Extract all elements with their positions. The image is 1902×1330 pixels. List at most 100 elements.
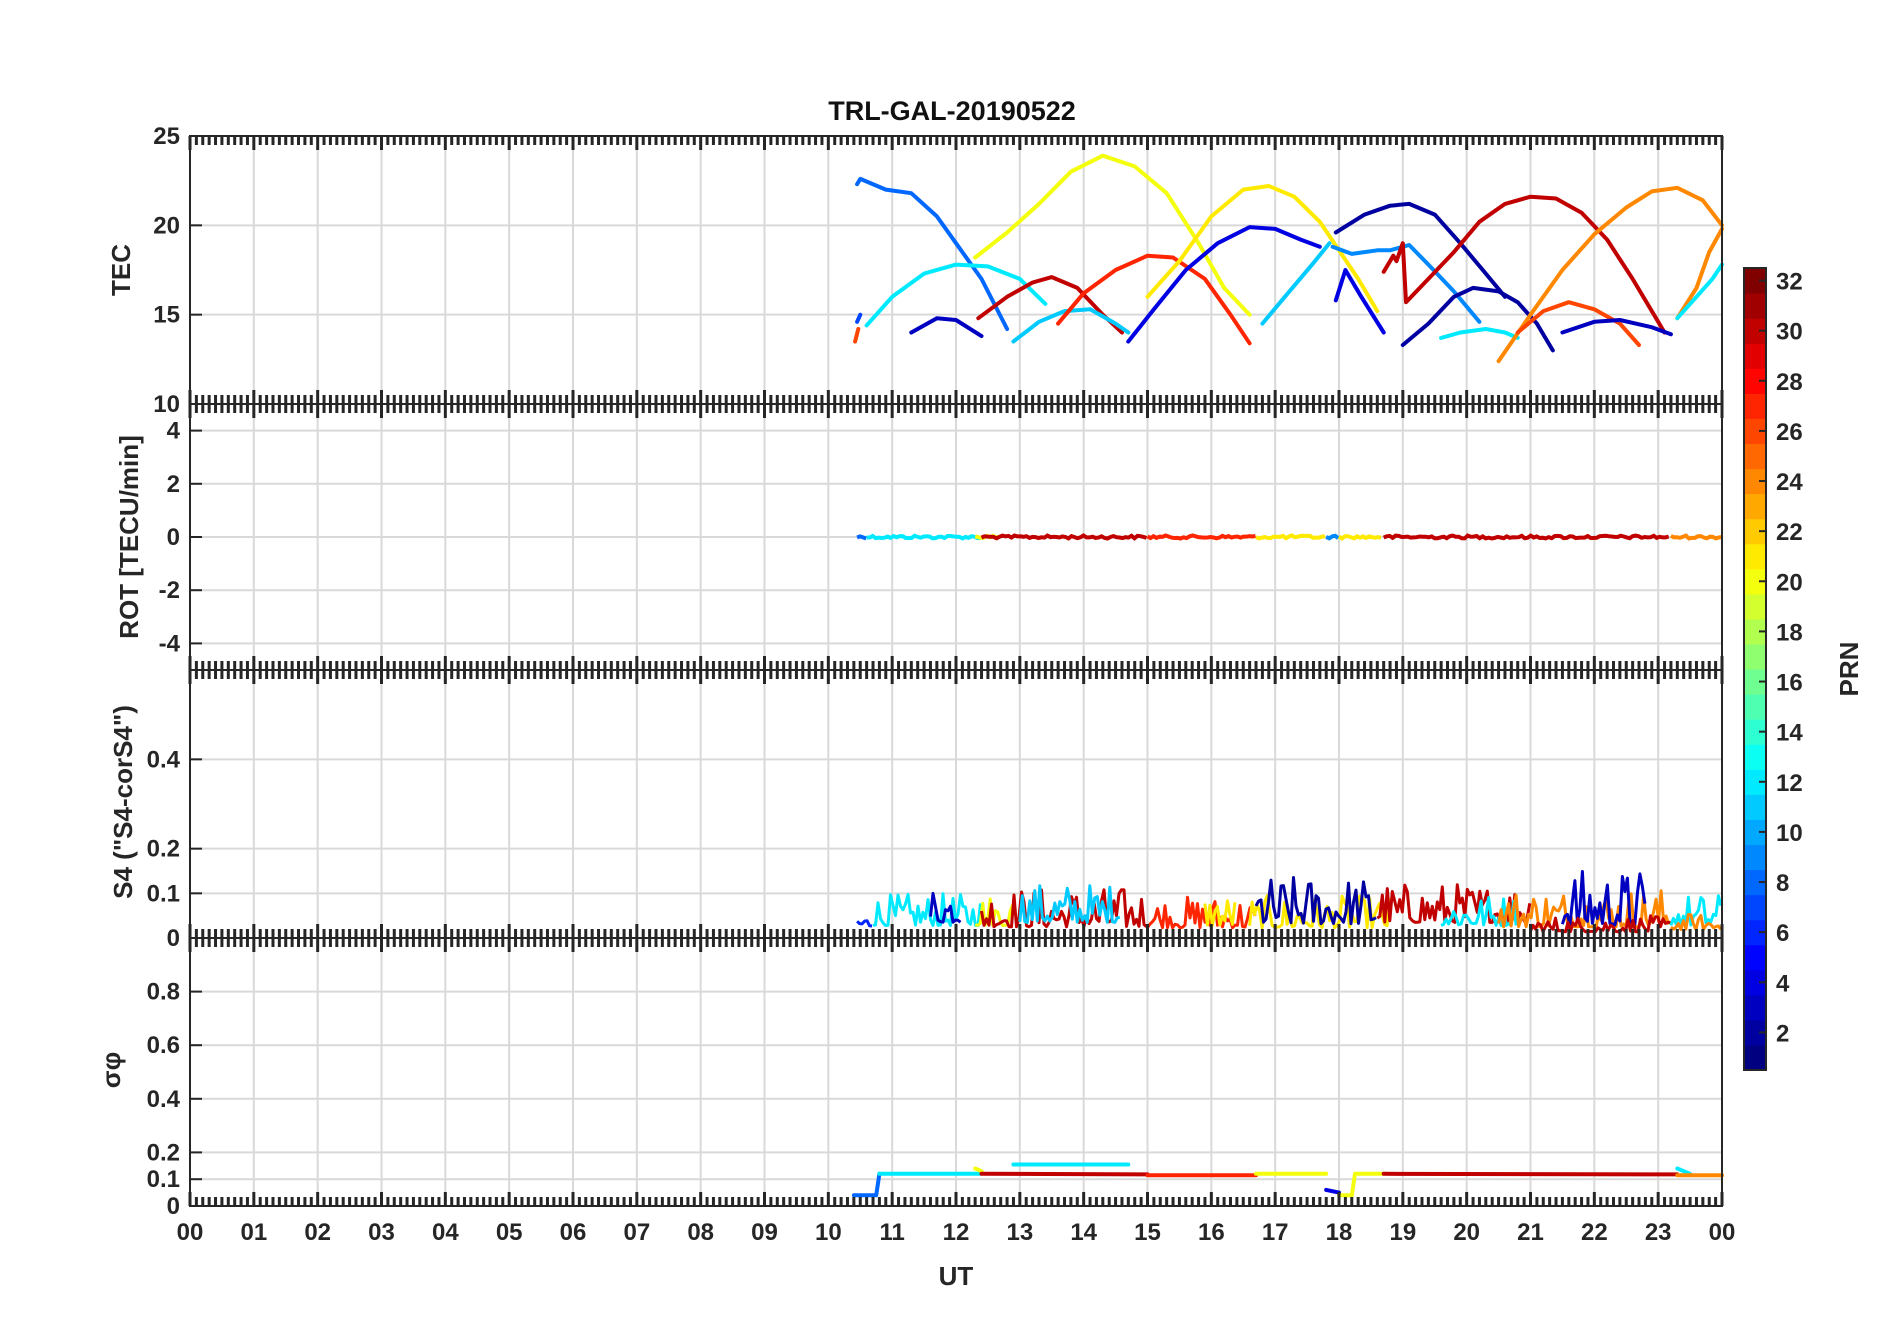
y-tick-label: 0.4 (147, 746, 181, 773)
x-tick-label: 16 (1198, 1219, 1225, 1246)
colorbar-tick-label: 4 (1776, 970, 1790, 997)
colorbar-swatch (1744, 1044, 1766, 1071)
y-tick-label: 0.6 (147, 1032, 180, 1059)
frame-tec (188, 135, 1724, 405)
x-tick-label: 11 (879, 1219, 904, 1246)
y-tick-label: 20 (153, 212, 180, 239)
colorbar-swatch (1744, 643, 1766, 670)
series-prn-2 (1333, 201, 1507, 299)
colorbar-tick-label: 14 (1776, 720, 1803, 747)
xlabel: UT (939, 1261, 974, 1291)
x-tick-label: 14 (1070, 1219, 1097, 1246)
y-tick-label: 0.8 (147, 979, 180, 1006)
rot-prn-24 (1670, 533, 1723, 541)
series-prn-30 (1381, 1171, 1680, 1177)
y-tick-label: 0.1 (147, 880, 180, 907)
frame-s4 (188, 669, 1724, 939)
series-prn-20 (1337, 1171, 1386, 1198)
colorbar-swatch (1744, 443, 1766, 470)
series-prn-8 (855, 176, 1010, 331)
colorbar-swatch (1744, 869, 1766, 896)
x-tick-label: 10 (815, 1219, 842, 1246)
colorbar-tick-label: 6 (1776, 920, 1789, 947)
s4-prn-12 (1440, 896, 1518, 927)
colorbar-tick-label: 22 (1776, 519, 1803, 546)
ylabel-rot: ROT [TECU/min] (114, 435, 144, 639)
yticks-rot: -4 -2 0 2 4 (159, 418, 202, 657)
y-tick-label: 0.2 (147, 836, 180, 863)
x-tick-label: 19 (1389, 1219, 1416, 1246)
y-tick-label: 10 (153, 391, 180, 418)
frame-sigma (188, 937, 1724, 1207)
x-tick-label: 03 (368, 1219, 395, 1246)
colorbar-swatch (1744, 318, 1766, 344)
colorbar-swatch (1744, 568, 1766, 595)
series-prn-30 (979, 1171, 1150, 1177)
rot-prn-30 (980, 533, 1148, 541)
x-tick-label: 00 (1709, 1219, 1736, 1246)
colorbar-label: PRN (1834, 642, 1864, 697)
chart-title: TRL-GAL-20190522 (828, 96, 1076, 126)
series-prn-12 (1675, 1166, 1693, 1176)
panel-s4: 0 0.1 0.2 0.4 S4 ("S4-corS4") (108, 669, 1724, 952)
colorbar-swatch (1744, 769, 1766, 795)
x-tick-label: 04 (432, 1219, 459, 1246)
colorbar-swatch (1744, 994, 1766, 1021)
y-tick-label: -4 (159, 630, 181, 657)
x-tick-label: 12 (943, 1219, 970, 1246)
colorbar-tick-label: 28 (1776, 369, 1803, 396)
colorbar-swatch (1744, 719, 1766, 745)
colorbar-swatch (1744, 343, 1766, 369)
series-prn-12 (1675, 262, 1724, 321)
colorbar-swatch (1744, 1019, 1766, 1046)
panel-sigma: 00.10.2 0.4 0.6 0.8 σφ (96, 937, 1724, 1220)
yticks-tec: 10 15 20 25 (153, 123, 202, 418)
series-prn-4 (1126, 225, 1322, 344)
colorbar-tick-label: 24 (1776, 469, 1803, 496)
colorbar-tick-label: 16 (1776, 670, 1803, 697)
series-prn-20 (973, 1166, 984, 1174)
ylabel-tec: TEC (106, 244, 136, 296)
rot-prn-21 (1255, 533, 1326, 541)
x-tick-label: 21 (1517, 1219, 1544, 1246)
y-tick-label: 0 (167, 925, 180, 952)
x-tick-label: 02 (304, 1219, 331, 1246)
colorbar-swatch (1744, 944, 1766, 971)
series-prn-11 (1260, 241, 1332, 326)
s4-prn-12 (872, 892, 982, 927)
s4-prn-6 (856, 919, 873, 928)
colorbar-swatch (1744, 919, 1766, 946)
s4-prn-21 (1248, 894, 1392, 930)
series-prn-7 (855, 312, 863, 324)
x-tick-label: 07 (623, 1219, 650, 1246)
colorbar-swatch (1744, 618, 1766, 645)
x-tick-label: 18 (1326, 1219, 1353, 1246)
x-tick-label: 05 (496, 1219, 523, 1246)
colorbar-tick-label: 2 (1776, 1020, 1789, 1047)
series-prn-26 (1515, 300, 1641, 347)
series-prn-21 (1145, 184, 1380, 314)
colorbar-swatch (1744, 468, 1766, 495)
series-prn-12 (1439, 327, 1520, 340)
colorbar-swatch (1744, 794, 1766, 820)
colorbar-swatch (1744, 894, 1766, 921)
rot-prn-30 (1382, 533, 1670, 541)
data-sigma (851, 1162, 1724, 1198)
s4-prn-12 (1669, 894, 1723, 927)
x-tick-label: 15 (1134, 1219, 1161, 1246)
x-tick-label: 08 (687, 1219, 714, 1246)
y-tick-label: 4 (167, 418, 181, 445)
x-tick-label: 00 (177, 1219, 204, 1246)
yticks-sigma: 00.10.2 0.4 0.6 0.8 (147, 979, 202, 1220)
s4-prn-2 (1254, 876, 1377, 926)
colorbar-swatches (1744, 268, 1766, 1071)
x-tick-labels: 00 01 02 03 04 05 06 07 08 09 10 11 12 13 14 15 16 17 18 19… (177, 1219, 1736, 1246)
y-tick-label: 0.1 (147, 1166, 180, 1193)
colorbar-swatch (1744, 393, 1766, 419)
x-tick-label: 17 (1262, 1219, 1289, 1246)
rot-prn-21 (1337, 533, 1382, 541)
x-tick-label: 22 (1581, 1219, 1608, 1246)
series-prn-8 (851, 1171, 882, 1198)
